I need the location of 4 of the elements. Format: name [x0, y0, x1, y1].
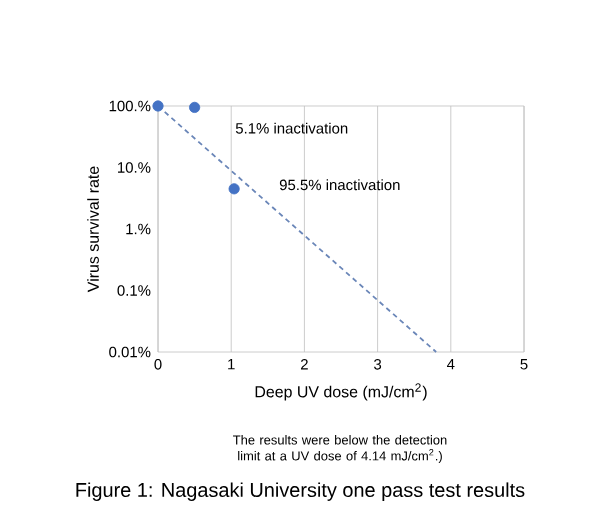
point: [152, 100, 164, 112]
point: [189, 101, 201, 113]
text: Figure 1: Nagasaki University one pass test results: [76, 482, 525, 501]
point: [228, 183, 240, 195]
